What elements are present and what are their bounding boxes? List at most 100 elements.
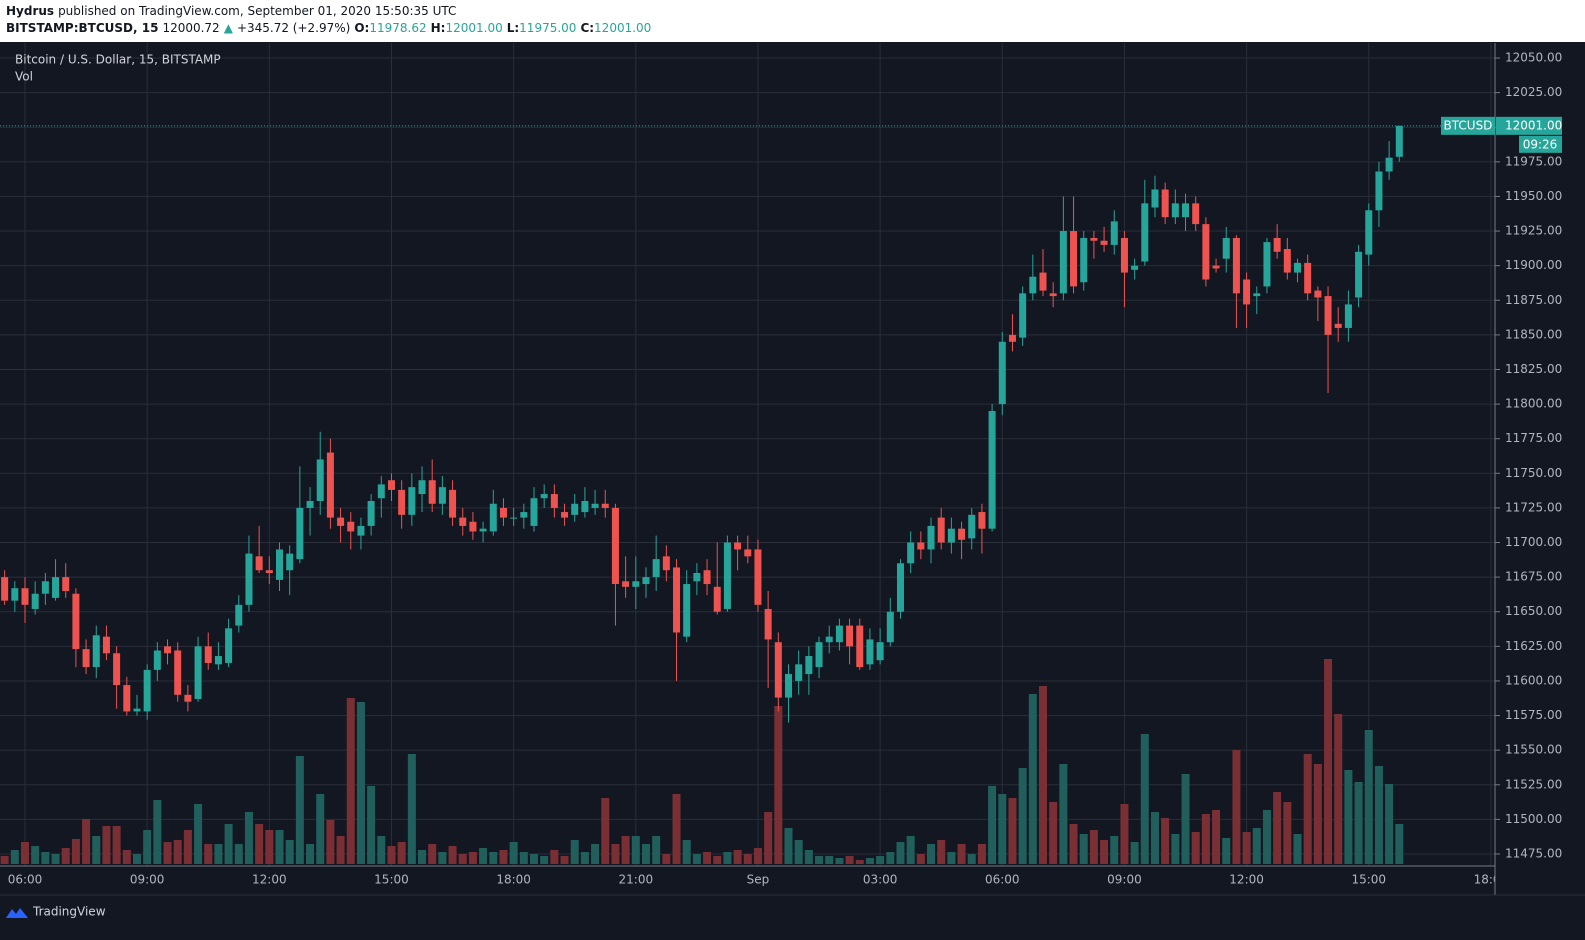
volume-bar (845, 856, 854, 864)
volume-bar (173, 840, 182, 864)
candle-body (1161, 189, 1169, 218)
volume-bar (865, 858, 874, 864)
volume-bar (306, 844, 315, 864)
volume-bar (1364, 730, 1373, 864)
pane-background (0, 43, 1495, 866)
volume-bar (998, 794, 1007, 864)
x-tick-label: 15:00 (1351, 873, 1386, 887)
volume-bar (1334, 714, 1343, 864)
volume-bar (489, 852, 498, 864)
volume-bar (1273, 792, 1282, 864)
candle-body (1141, 203, 1149, 262)
volume-bar (509, 842, 518, 864)
candle-body (774, 642, 782, 698)
candle-body (72, 593, 80, 650)
y-tick-label: 11675.00 (1505, 570, 1562, 584)
candle-body (428, 480, 436, 504)
candle-body (723, 542, 731, 609)
volume-bar (570, 840, 579, 864)
volume-bar (886, 852, 895, 864)
candle-body (459, 517, 467, 526)
volume-bar (519, 852, 528, 864)
candle-body (907, 542, 915, 564)
volume-bar (550, 850, 559, 864)
volume-bar (1212, 810, 1221, 864)
volume-bar (397, 842, 406, 864)
volume-bar (418, 850, 427, 864)
published: published on TradingView.com, September … (58, 4, 457, 18)
volume-bar (682, 840, 691, 864)
volume-bar (916, 854, 925, 864)
candle-body (591, 503, 599, 508)
volume-bar (967, 854, 976, 864)
volume-bar (1324, 659, 1333, 864)
volume-bar (1191, 832, 1200, 864)
candle-body (1100, 240, 1108, 245)
volume-bar (316, 794, 325, 864)
candle-body (367, 500, 375, 526)
candle-body (896, 563, 904, 612)
volume-bar (234, 844, 243, 864)
x-tick-label: 06:00 (985, 873, 1020, 887)
volume-bar (183, 830, 192, 864)
candle-body (785, 674, 792, 698)
volume-bar (764, 812, 773, 864)
publisher: Hydrus (6, 4, 55, 18)
candle-body (1294, 262, 1301, 273)
candle-body (571, 503, 579, 515)
candle-body (337, 517, 345, 526)
candle-body (632, 581, 640, 587)
candle-body (286, 553, 294, 571)
volume-bar (825, 856, 834, 864)
candle-body (1314, 290, 1322, 298)
volume-bar (713, 856, 722, 864)
volume-bar (1100, 840, 1109, 864)
x-tick-label: 12:00 (1229, 873, 1264, 887)
x-tick-label: 06:00 (8, 873, 43, 887)
candle-body (1029, 276, 1037, 294)
y-tick-label: 11975.00 (1505, 154, 1562, 168)
volume-bar (102, 826, 111, 864)
volume-bar (580, 852, 589, 864)
candle-body (601, 503, 609, 508)
candle-body (113, 653, 121, 686)
candle-body (1192, 203, 1200, 225)
volume-bar (428, 844, 437, 864)
volume-bar (468, 852, 477, 864)
candle-body (1019, 293, 1027, 338)
candle-body (1080, 237, 1088, 283)
y-tick-label: 11925.00 (1505, 224, 1562, 238)
volume-bar (876, 856, 885, 864)
candle-body (713, 586, 721, 612)
candle-body (1344, 304, 1352, 328)
candle-body (1304, 262, 1312, 294)
volume-bar (387, 846, 396, 864)
candle-body (1059, 231, 1067, 294)
candle-body (387, 480, 395, 490)
candle-body (1395, 125, 1403, 157)
volume-bar (896, 842, 905, 864)
volume-bar (275, 830, 284, 864)
candle-body (1049, 293, 1057, 297)
volume-bar (1140, 734, 1149, 864)
o-label: O: (354, 21, 370, 35)
volume-bar (438, 852, 447, 864)
candle-body (510, 517, 518, 519)
chart-title: Bitcoin / U.S. Dollar, 15, BITSTAMP (15, 53, 221, 67)
y-tick-label: 11500.00 (1505, 812, 1562, 826)
candle-body (214, 656, 222, 665)
candle-body (1110, 221, 1118, 245)
candle-body (194, 646, 202, 699)
volume-bar (458, 854, 467, 864)
candle-body (204, 646, 212, 663)
candle-body (937, 517, 945, 543)
candle-body (408, 487, 416, 515)
candle-body (988, 411, 996, 529)
volume-bar (285, 840, 294, 864)
price-axis (1495, 43, 1585, 895)
volume-bar (1130, 842, 1139, 864)
x-tick-label: 15:00 (374, 873, 409, 887)
volume-bar (1201, 814, 1210, 864)
volume-bar (367, 786, 376, 864)
